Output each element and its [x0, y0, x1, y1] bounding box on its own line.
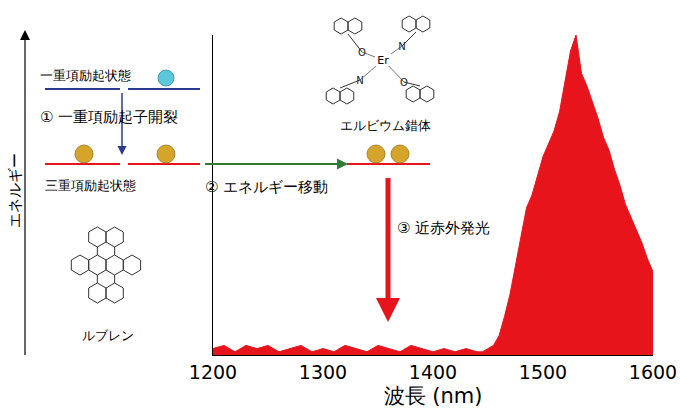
svg-text:① 一重項励起子開裂: ① 一重項励起子開裂	[40, 108, 178, 126]
svg-text:エネルギー: エネルギー	[6, 153, 24, 228]
svg-text:O: O	[358, 47, 366, 58]
svg-text:② エネルギー移動: ② エネルギー移動	[205, 178, 328, 196]
svg-text:一重項励起状態: 一重項励起状態	[40, 68, 131, 83]
svg-text:ルブレン: ルブレン	[82, 328, 134, 343]
svg-text:N: N	[356, 75, 363, 86]
svg-text:O: O	[400, 77, 408, 88]
svg-text:1200: 1200	[189, 361, 237, 383]
svg-text:1300: 1300	[299, 361, 347, 383]
svg-text:1400: 1400	[409, 361, 457, 383]
svg-text:N: N	[398, 41, 405, 52]
svg-text:三重項励起状態: 三重項励起状態	[45, 178, 136, 193]
svg-text:③ 近赤外発光: ③ 近赤外発光	[397, 219, 490, 237]
svg-text:エルビウム錯体: エルビウム錯体	[340, 118, 431, 133]
svg-text:1600: 1600	[629, 361, 677, 383]
svg-text:波長 (nm): 波長 (nm)	[384, 384, 483, 408]
svg-text:Er: Er	[377, 54, 389, 67]
svg-text:1500: 1500	[519, 361, 567, 383]
